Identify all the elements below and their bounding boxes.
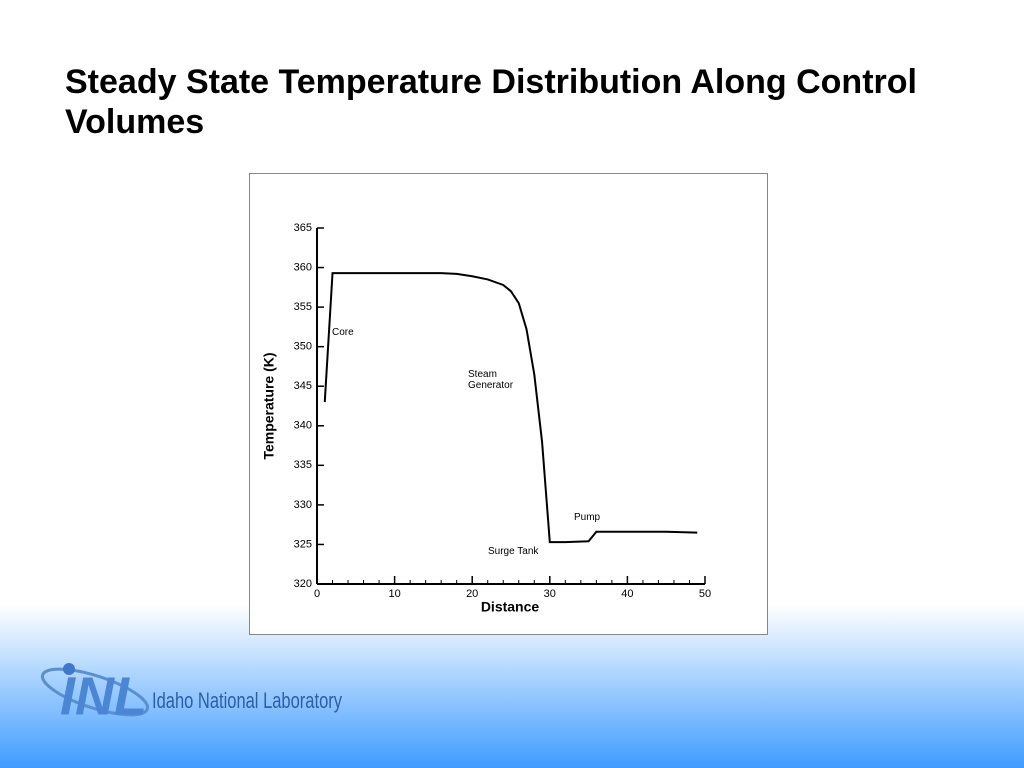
x-tick-label: 10 [388, 588, 400, 600]
annotation: Core [332, 327, 354, 338]
x-tick-label: 40 [621, 588, 633, 600]
logo: INL [60, 666, 147, 726]
y-tick-label: 345 [294, 380, 312, 392]
x-tick-label: 30 [544, 588, 556, 600]
annotation: Steam Generator [468, 369, 514, 391]
temperature-line [323, 272, 698, 544]
y-axis-label: Temperature (K) [261, 352, 277, 459]
slide-title: Steady State Temperature Distribution Al… [65, 63, 917, 141]
y-tick-label: 340 [294, 420, 312, 432]
annotation: Pump [574, 512, 601, 523]
y-tick-label: 325 [294, 538, 312, 550]
y-tick-label: 355 [294, 301, 312, 313]
organization: Idaho National Laboratory [152, 688, 342, 713]
y-tick-label: 330 [294, 499, 312, 511]
y-tick-label: 360 [294, 261, 312, 273]
logo-orbit [40, 667, 150, 717]
x-tick-label: 20 [466, 588, 478, 600]
x-axis-label: Distance [481, 599, 540, 615]
y-tick-label: 320 [294, 578, 312, 590]
annotation: Surge Tank [488, 546, 539, 557]
x-tick-label: 0 [314, 588, 320, 600]
logo-dot [63, 663, 75, 675]
chart-frame [249, 173, 768, 635]
y-tick-label: 335 [294, 459, 312, 471]
y-tick-label: 350 [294, 341, 312, 353]
x-tick-label: 50 [699, 588, 711, 600]
y-tick-label: 365 [294, 222, 312, 234]
